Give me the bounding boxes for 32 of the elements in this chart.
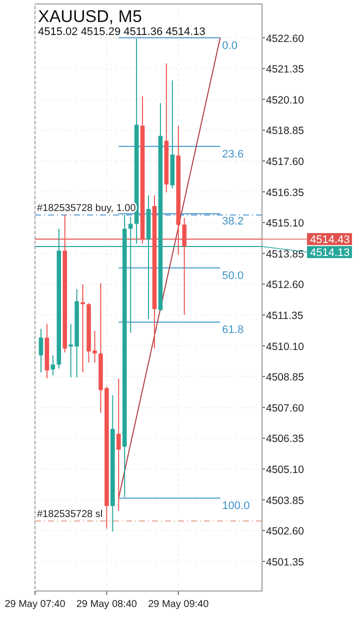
- y-tick-label: 4506.35: [266, 433, 304, 446]
- y-tick-label: 4517.60: [266, 156, 304, 168]
- y-tick-label: 4518.85: [266, 125, 304, 138]
- y-tick-label: 4521.35: [266, 64, 304, 76]
- y-tick-label: 4522.60: [266, 32, 304, 45]
- series-label: 100.0: [222, 500, 250, 512]
- x-tick-label: 29 May 09:40: [148, 599, 210, 610]
- x-tick-label: 29 May 07:40: [4, 599, 66, 610]
- y-tick-label: 4515.10: [266, 218, 304, 230]
- text: 4515.02 4515.29 4511.36 4514.13: [38, 26, 206, 38]
- y-tick-label: 4505.10: [266, 464, 304, 476]
- y-tick-label: 4513.85: [266, 248, 304, 260]
- series-label: 50.0: [222, 270, 244, 282]
- y-tick-label: 4511.35: [266, 310, 304, 322]
- x-tick-label: 29 May 08:40: [76, 599, 138, 610]
- y-tick-label: 4508.85: [266, 372, 304, 384]
- series-label: 61.8: [222, 324, 244, 336]
- y-tick-label: 4516.35: [266, 186, 304, 199]
- series-label: 23.6: [222, 148, 244, 160]
- y-tick-label: 4503.85: [266, 494, 304, 507]
- y-tick-label: 4502.60: [266, 526, 304, 538]
- ref-line-label: #182535728 sl: [37, 509, 103, 520]
- y-tick-label: 4507.60: [266, 402, 304, 414]
- ref-line-label: 4514.43: [310, 234, 350, 246]
- series-label: 38.2: [222, 216, 244, 228]
- y-tick-label: 4510.10: [266, 340, 304, 353]
- y-tick-label: 4501.35: [266, 556, 304, 568]
- series-label: 0.0: [222, 40, 238, 52]
- y-tick-label: 4520.10: [266, 94, 304, 106]
- chart-title: XAUUSD, M5: [38, 7, 142, 26]
- ref-line-label: 4514.13: [310, 247, 350, 260]
- y-tick-label: 4512.60: [266, 279, 304, 292]
